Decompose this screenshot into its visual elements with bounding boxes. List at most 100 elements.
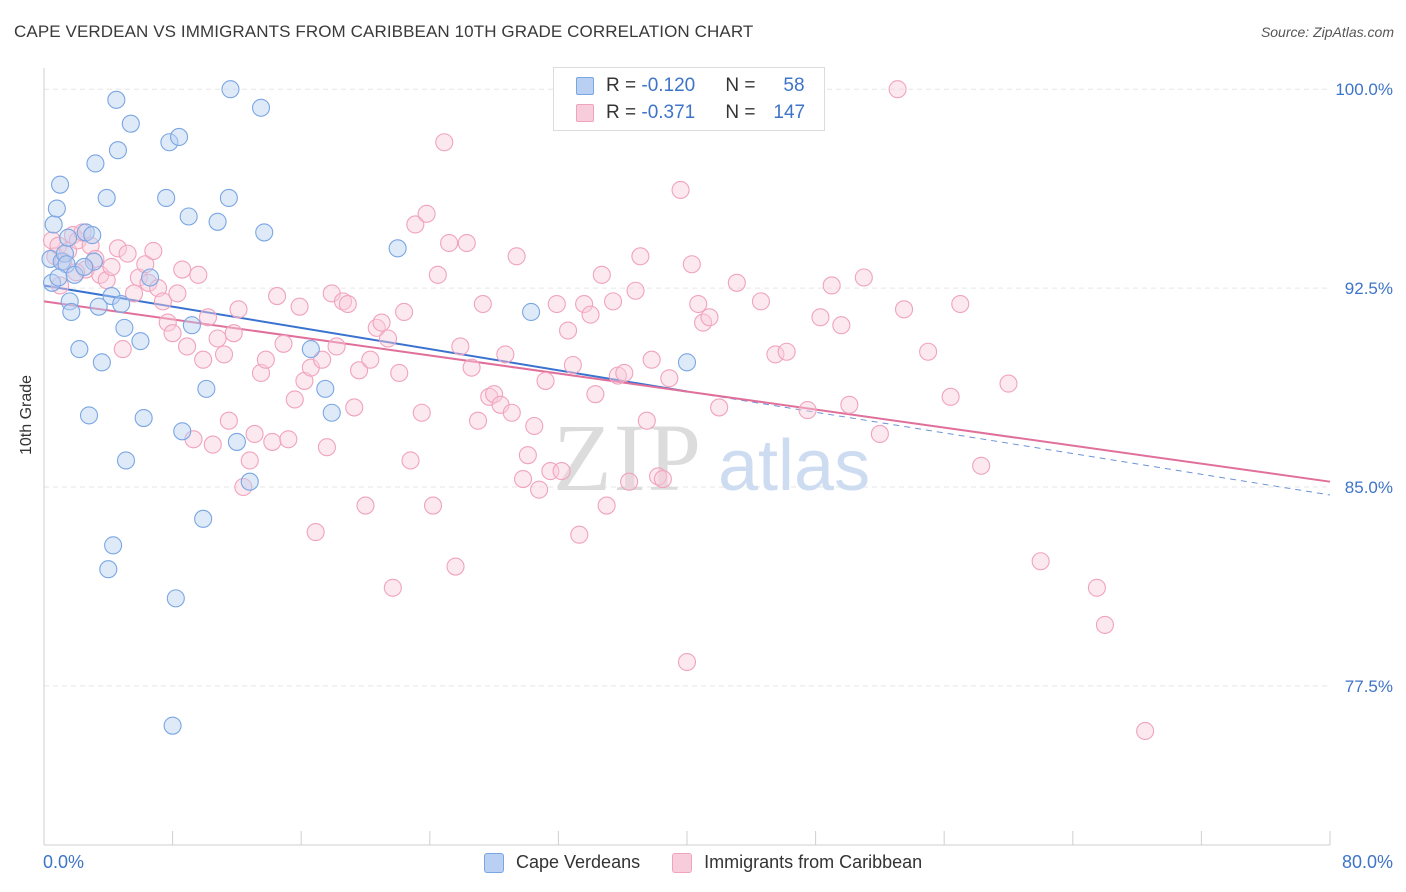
r-value: -0.371	[641, 102, 696, 123]
legend-label-cape-verdeans: Cape Verdeans	[516, 852, 641, 872]
data-point	[485, 385, 504, 404]
data-point	[811, 308, 830, 327]
series-points	[42, 80, 1155, 741]
data-points	[41, 80, 1155, 741]
data-point	[710, 398, 729, 417]
data-point	[290, 297, 309, 316]
series-points	[41, 80, 697, 735]
data-point	[367, 318, 386, 337]
data-point	[104, 536, 123, 555]
legend-label-caribbean: Immigrants from Caribbean	[704, 852, 923, 872]
data-point	[214, 345, 234, 364]
data-point	[660, 369, 679, 388]
data-point	[440, 233, 459, 253]
n-value: 58	[783, 75, 805, 96]
data-point	[274, 334, 293, 353]
data-point	[552, 462, 571, 481]
data-point	[173, 260, 192, 279]
data-point	[345, 398, 364, 417]
data-point	[338, 294, 357, 314]
data-point	[197, 379, 216, 398]
n-value: 147	[773, 102, 806, 123]
data-point	[1087, 578, 1106, 597]
data-point	[194, 350, 213, 369]
data-point	[313, 350, 332, 369]
watermark-zip: ZIP	[553, 404, 703, 511]
data-point	[62, 302, 81, 322]
trend-line	[43, 300, 1331, 483]
data-point	[107, 90, 126, 109]
n-label: N =	[725, 75, 761, 96]
legend-item-cape-verdeans: Cape Verdeans	[484, 852, 640, 873]
data-point	[435, 133, 454, 152]
data-point	[113, 340, 132, 359]
data-point	[631, 247, 650, 266]
data-point	[141, 268, 160, 287]
data-point	[166, 589, 185, 608]
data-point	[208, 212, 227, 231]
data-point	[203, 435, 222, 454]
data-point	[395, 302, 414, 322]
data-point	[626, 281, 645, 300]
data-point	[401, 451, 420, 470]
data-point	[406, 215, 425, 234]
data-point	[513, 469, 533, 489]
data-point	[388, 239, 407, 258]
data-point	[390, 363, 409, 383]
data-point	[536, 371, 555, 390]
data-point	[840, 395, 859, 414]
data-point	[121, 114, 140, 133]
y-axis-label: 10th Grade	[18, 374, 35, 455]
data-point	[468, 411, 488, 430]
watermark-atlas: atlas	[718, 426, 870, 506]
data-point	[51, 175, 70, 194]
data-point	[682, 255, 701, 274]
data-point	[919, 342, 938, 361]
data-point	[83, 226, 102, 245]
data-point	[208, 329, 227, 348]
trend-line	[43, 284, 688, 393]
data-point	[751, 292, 770, 311]
data-point	[581, 305, 600, 324]
data-point	[44, 215, 63, 234]
data-point	[361, 350, 380, 369]
data-point	[822, 276, 841, 295]
data-point	[112, 294, 131, 314]
data-point	[1031, 552, 1050, 571]
data-point	[457, 233, 476, 253]
data-point	[163, 324, 182, 343]
data-point	[689, 294, 708, 314]
data-point	[951, 294, 970, 314]
data-point	[240, 451, 259, 470]
y-tick-label: 92.5%	[1345, 279, 1393, 298]
data-point	[102, 257, 121, 276]
data-point	[59, 228, 78, 247]
data-point	[378, 329, 398, 348]
data-point	[317, 438, 336, 457]
r-value: -0.120	[641, 75, 696, 96]
data-point	[597, 496, 616, 515]
data-point	[941, 387, 960, 406]
data-point	[677, 353, 697, 372]
data-point	[84, 252, 103, 271]
data-point	[798, 401, 817, 420]
data-point	[525, 416, 544, 436]
data-point	[219, 188, 238, 207]
x-tick-label-min: 0.0%	[43, 852, 85, 872]
data-point	[383, 578, 402, 597]
data-point	[412, 403, 431, 422]
data-point	[224, 324, 243, 343]
data-point	[134, 408, 153, 428]
data-point	[189, 265, 208, 284]
y-tick-labels: 77.5% 85.0% 92.5% 100.0%	[1335, 80, 1393, 696]
data-point	[1095, 615, 1114, 634]
data-point	[157, 188, 176, 207]
data-point	[245, 424, 264, 444]
r-label: R =	[606, 102, 642, 123]
source-label: Source: ZipAtlas.com	[1260, 24, 1394, 40]
data-point	[97, 188, 116, 207]
data-point	[219, 411, 238, 430]
data-point	[417, 204, 436, 223]
data-point	[158, 313, 177, 332]
